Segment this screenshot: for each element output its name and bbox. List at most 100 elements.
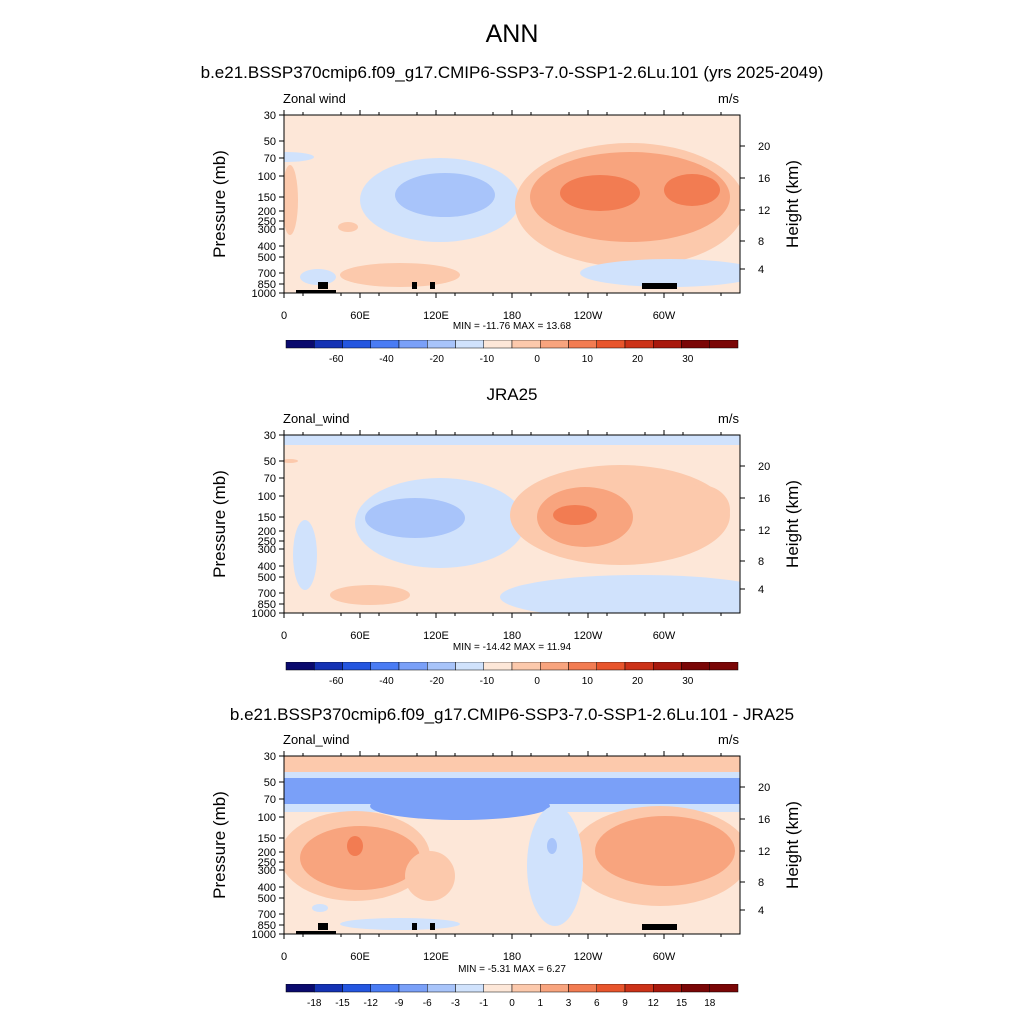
pressure-tick-label: 850 [258, 599, 276, 611]
colorbar-swatch [398, 340, 428, 349]
panel-1-units: m/s [718, 91, 739, 106]
colorbar-label: -10 [480, 354, 495, 365]
colorbar-swatch [314, 984, 343, 993]
x-tick-label: 60E [350, 630, 370, 642]
pressure-tick-label: 250 [258, 857, 276, 869]
height-tick-label: 8 [758, 556, 764, 568]
colorbar-label: -9 [395, 998, 404, 1009]
colorbar-swatch [540, 340, 569, 349]
colorbar-swatch [483, 340, 513, 349]
pressure-tick-label: 300 [258, 224, 276, 236]
colorbar-label: 15 [676, 998, 688, 1009]
contour-region [284, 435, 740, 445]
colorbar-label: 0 [509, 998, 515, 1009]
colorbar-swatch [483, 662, 513, 671]
colorbar-swatch [398, 984, 428, 993]
y-axis-title: Pressure (mb) [210, 470, 229, 578]
pressure-tick-label: 850 [258, 279, 276, 291]
topography-mask [642, 283, 677, 289]
colorbar-swatch [624, 984, 654, 993]
pressure-tick-label: 1000 [252, 929, 276, 941]
colorbar-swatch [540, 662, 569, 671]
panel-3-minmax: MIN = -5.31 MAX = 6.27 [458, 964, 566, 975]
contour-field [284, 115, 740, 293]
pressure-tick-label: 700 [258, 909, 276, 921]
y2-axis-title: Height (km) [783, 160, 802, 248]
colorbar-label: -10 [480, 676, 495, 687]
colorbar-label: 0 [534, 676, 540, 687]
colorbar-swatch [427, 984, 456, 993]
topography-mask [642, 924, 677, 930]
height-tick-label: 16 [758, 173, 770, 185]
y-axis-title: Pressure (mb) [210, 150, 229, 258]
colorbar-label: 20 [632, 676, 644, 687]
height-tick-label: 12 [758, 846, 770, 858]
colorbar-swatch [681, 984, 710, 993]
colorbar-swatch [596, 340, 626, 349]
panel-2-title: JRA25 [486, 385, 538, 404]
x-tick-label: 180 [503, 630, 521, 642]
contour-region [500, 575, 740, 613]
contour-region [284, 165, 298, 235]
contour-region [338, 222, 358, 232]
colorbar-label: 10 [582, 676, 594, 687]
x-tick-label: 0 [281, 310, 287, 322]
colorbar-label: -60 [329, 354, 344, 365]
pressure-tick-label: 30 [264, 751, 276, 763]
pressure-tick-label: 1000 [252, 288, 276, 300]
contour-region [664, 174, 720, 206]
colorbar-swatch [653, 662, 682, 671]
x-tick-label: 120E [423, 630, 449, 642]
panel-2-colorbar: -60 -40 -20 -10 0 10 20 30 [285, 662, 739, 687]
height-tick-label: 20 [758, 782, 770, 794]
pressure-tick-label: 300 [258, 544, 276, 556]
colorbar-label: -18 [307, 998, 322, 1009]
colorbar-swatch [342, 984, 371, 993]
x-tick-label: 0 [281, 951, 287, 963]
contour-field [284, 435, 740, 613]
contour-region [284, 152, 314, 162]
contour-region [395, 173, 495, 217]
colorbar-label: 1 [537, 998, 543, 1009]
colorbar-swatch [511, 340, 541, 349]
pressure-tick-label: 400 [258, 241, 276, 253]
contour-region [547, 838, 557, 854]
contour-region [370, 792, 550, 820]
x-tick-label: 180 [503, 951, 521, 963]
colorbar-swatch [568, 340, 597, 349]
pressure-tick-label: 150 [258, 512, 276, 524]
panel-1-minmax: MIN = -11.76 MAX = 13.68 [452, 321, 572, 332]
pressure-tick-label: 50 [264, 456, 276, 468]
contour-region [347, 836, 363, 856]
colorbar-swatch [370, 340, 400, 349]
panel-2-minmax: MIN = -14.42 MAX = 11.94 [452, 642, 572, 653]
pressure-tick-label: 500 [258, 893, 276, 905]
contour-region [365, 498, 465, 538]
colorbar-swatch [511, 984, 541, 993]
height-tick-label: 8 [758, 236, 764, 248]
contour-region [300, 826, 420, 890]
colorbar-label: 0 [534, 354, 540, 365]
colorbar-swatch [285, 340, 315, 349]
panel-3-colorbar: -18 -15 -12 -9 -6 -3 -1 0 1 3 6 9 12 15 18 [285, 984, 739, 1009]
colorbar-swatch [427, 662, 456, 671]
height-tick-label: 20 [758, 461, 770, 473]
contour-region [330, 585, 410, 605]
contour-region [553, 505, 597, 525]
x-tick-label: 120W [574, 310, 603, 322]
pressure-tick-label: 300 [258, 865, 276, 877]
y2-axis-title: Height (km) [783, 801, 802, 889]
x-tick-label: 120W [574, 630, 603, 642]
panel-3-var-label: Zonal_wind [283, 732, 350, 747]
panel-3-title: b.e21.BSSP370cmip6.f09_g17.CMIP6-SSP3-7.… [229, 705, 795, 724]
height-tick-label: 16 [758, 493, 770, 505]
colorbar-swatch [709, 662, 739, 671]
height-tick-label: 20 [758, 141, 770, 153]
colorbar-label: -6 [423, 998, 432, 1009]
x-tick-label: 60W [653, 951, 676, 963]
colorbar-label: -40 [379, 354, 394, 365]
pressure-tick-label: 400 [258, 882, 276, 894]
x-tick-label: 120E [423, 951, 449, 963]
pressure-tick-label: 700 [258, 588, 276, 600]
